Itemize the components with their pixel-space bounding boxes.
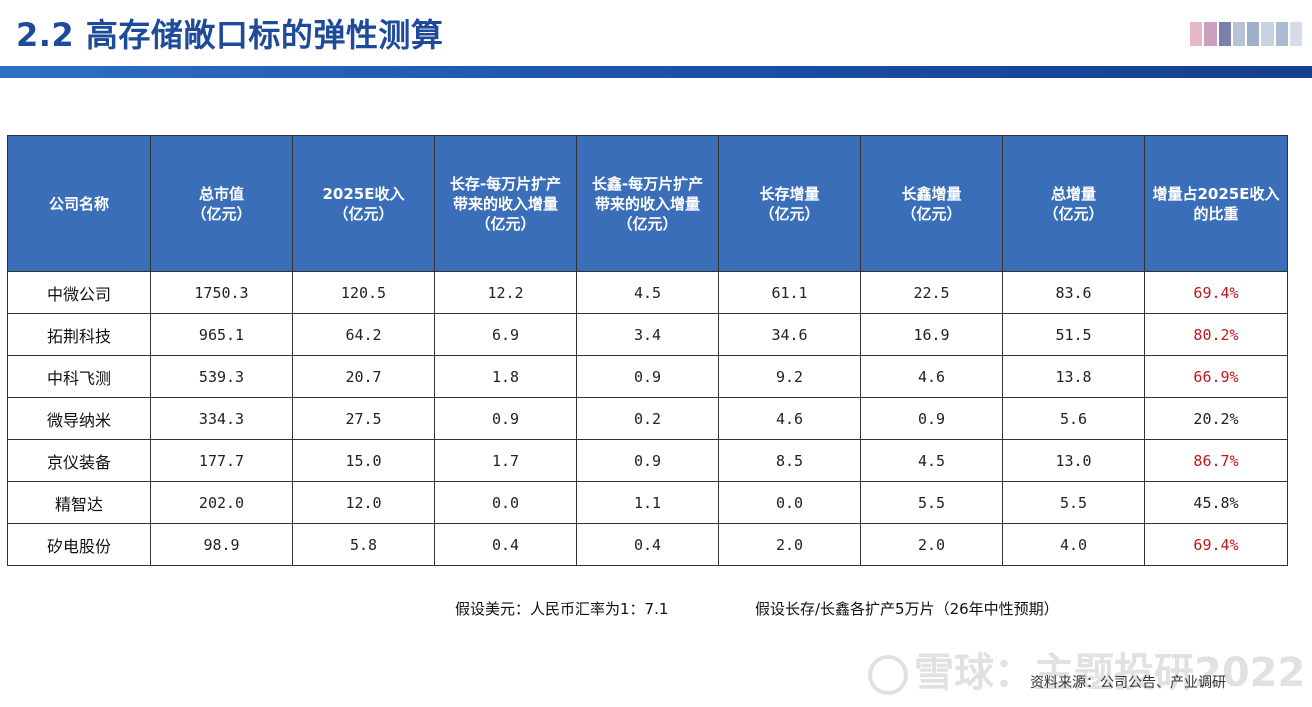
watermark-text: 雪球：主题投研2022 xyxy=(914,650,1306,696)
ratio-cell: 45.8% xyxy=(1144,481,1288,524)
table-row: 京仪装备 177.7 15.0 1.7 0.9 8.5 4.5 13.0 86.7% xyxy=(7,439,1288,482)
page-title: 2.2 高存储敞口标的弹性测算 xyxy=(16,16,444,54)
table-row: 微导纳米 334.3 27.5 0.9 0.2 4.6 0.9 5.6 20.2% xyxy=(7,397,1288,440)
table-header-row: 公司名称 总市值 （亿元） 2025E收入 （亿元） 长存-每万片扩产 带来的收入增量… xyxy=(7,135,1288,272)
value-cell: 1.8 xyxy=(434,355,577,398)
value-cell: 1.1 xyxy=(576,481,719,524)
value-cell: 6.9 xyxy=(434,313,577,356)
value-cell: 539.3 xyxy=(150,355,293,398)
value-cell: 5.5 xyxy=(860,481,1003,524)
ratio-cell: 20.2% xyxy=(1144,397,1288,440)
company-name-cell: 中科飞测 xyxy=(7,355,151,398)
header-divider-bar xyxy=(0,66,1312,78)
snowball-logo-icon xyxy=(868,655,908,695)
table-row: 中微公司 1750.3 120.5 12.2 4.5 61.1 22.5 83.6 69.4% xyxy=(7,271,1288,314)
value-cell: 15.0 xyxy=(292,439,435,482)
value-cell: 4.5 xyxy=(576,271,719,314)
value-cell: 0.0 xyxy=(718,481,861,524)
ratio-cell: 69.4% xyxy=(1144,271,1288,314)
value-cell: 202.0 xyxy=(150,481,293,524)
value-cell: 0.9 xyxy=(576,439,719,482)
elasticity-table: 公司名称 总市值 （亿元） 2025E收入 （亿元） 长存-每万片扩产 带来的收入增量… xyxy=(7,135,1288,566)
company-name-cell: 拓荆科技 xyxy=(7,313,151,356)
table-row: 中科飞测 539.3 20.7 1.8 0.9 9.2 4.6 13.8 66.9% xyxy=(7,355,1288,398)
value-cell: 3.4 xyxy=(576,313,719,356)
value-cell: 4.0 xyxy=(1002,523,1145,566)
table-row: 精智达 202.0 12.0 0.0 1.1 0.0 5.5 5.5 45.8% xyxy=(7,481,1288,524)
table-row: 矽电股份 98.9 5.8 0.4 0.4 2.0 2.0 4.0 69.4% xyxy=(7,523,1288,566)
company-name-cell: 微导纳米 xyxy=(7,397,151,440)
ratio-cell: 86.7% xyxy=(1144,439,1288,482)
value-cell: 13.8 xyxy=(1002,355,1145,398)
value-cell: 61.1 xyxy=(718,271,861,314)
value-cell: 0.9 xyxy=(860,397,1003,440)
company-name-cell: 矽电股份 xyxy=(7,523,151,566)
value-cell: 120.5 xyxy=(292,271,435,314)
value-cell: 12.2 xyxy=(434,271,577,314)
blurred-logo xyxy=(1190,22,1302,46)
column-header: 长鑫增量 （亿元） xyxy=(860,135,1003,272)
value-cell: 64.2 xyxy=(292,313,435,356)
ratio-cell: 69.4% xyxy=(1144,523,1288,566)
value-cell: 0.4 xyxy=(434,523,577,566)
value-cell: 5.5 xyxy=(1002,481,1145,524)
value-cell: 334.3 xyxy=(150,397,293,440)
value-cell: 9.2 xyxy=(718,355,861,398)
value-cell: 0.9 xyxy=(576,355,719,398)
column-header: 总增量 （亿元） xyxy=(1002,135,1145,272)
company-name-cell: 京仪装备 xyxy=(7,439,151,482)
value-cell: 1.7 xyxy=(434,439,577,482)
value-cell: 0.9 xyxy=(434,397,577,440)
value-cell: 34.6 xyxy=(718,313,861,356)
value-cell: 5.8 xyxy=(292,523,435,566)
table-body: 中微公司 1750.3 120.5 12.2 4.5 61.1 22.5 83.6 69.4% 拓… xyxy=(7,271,1288,566)
value-cell: 4.6 xyxy=(860,355,1003,398)
value-cell: 22.5 xyxy=(860,271,1003,314)
value-cell: 83.6 xyxy=(1002,271,1145,314)
column-header: 长存-每万片扩产 带来的收入增量 （亿元） xyxy=(434,135,577,272)
value-cell: 98.9 xyxy=(150,523,293,566)
value-cell: 965.1 xyxy=(150,313,293,356)
column-header: 长鑫-每万片扩产 带来的收入增量 （亿元） xyxy=(576,135,719,272)
column-header: 公司名称 xyxy=(7,135,151,272)
value-cell: 8.5 xyxy=(718,439,861,482)
value-cell: 27.5 xyxy=(292,397,435,440)
value-cell: 2.0 xyxy=(860,523,1003,566)
value-cell: 13.0 xyxy=(1002,439,1145,482)
value-cell: 0.4 xyxy=(576,523,719,566)
value-cell: 0.2 xyxy=(576,397,719,440)
value-cell: 2.0 xyxy=(718,523,861,566)
value-cell: 16.9 xyxy=(860,313,1003,356)
column-header: 增量占2025E收入 的比重 xyxy=(1144,135,1288,272)
ratio-cell: 80.2% xyxy=(1144,313,1288,356)
table-row: 拓荆科技 965.1 64.2 6.9 3.4 34.6 16.9 51.5 80.2% xyxy=(7,313,1288,356)
exchange-rate-note: 假设美元：人民币汇率为1：7.1 xyxy=(455,600,669,618)
value-cell: 0.0 xyxy=(434,481,577,524)
value-cell: 177.7 xyxy=(150,439,293,482)
watermark: 雪球：主题投研2022 xyxy=(868,640,1305,698)
source-note: 资料来源：公司公告、产业调研 xyxy=(1030,675,1226,691)
value-cell: 12.0 xyxy=(292,481,435,524)
value-cell: 4.5 xyxy=(860,439,1003,482)
value-cell: 51.5 xyxy=(1002,313,1145,356)
value-cell: 20.7 xyxy=(292,355,435,398)
value-cell: 4.6 xyxy=(718,397,861,440)
column-header: 2025E收入 （亿元） xyxy=(292,135,435,272)
company-name-cell: 精智达 xyxy=(7,481,151,524)
value-cell: 5.6 xyxy=(1002,397,1145,440)
ratio-cell: 66.9% xyxy=(1144,355,1288,398)
company-name-cell: 中微公司 xyxy=(7,271,151,314)
value-cell: 1750.3 xyxy=(150,271,293,314)
expansion-assumption-note: 假设长存/长鑫各扩产5万片（26年中性预期） xyxy=(755,600,1059,618)
column-header: 总市值 （亿元） xyxy=(150,135,293,272)
column-header: 长存增量 （亿元） xyxy=(718,135,861,272)
